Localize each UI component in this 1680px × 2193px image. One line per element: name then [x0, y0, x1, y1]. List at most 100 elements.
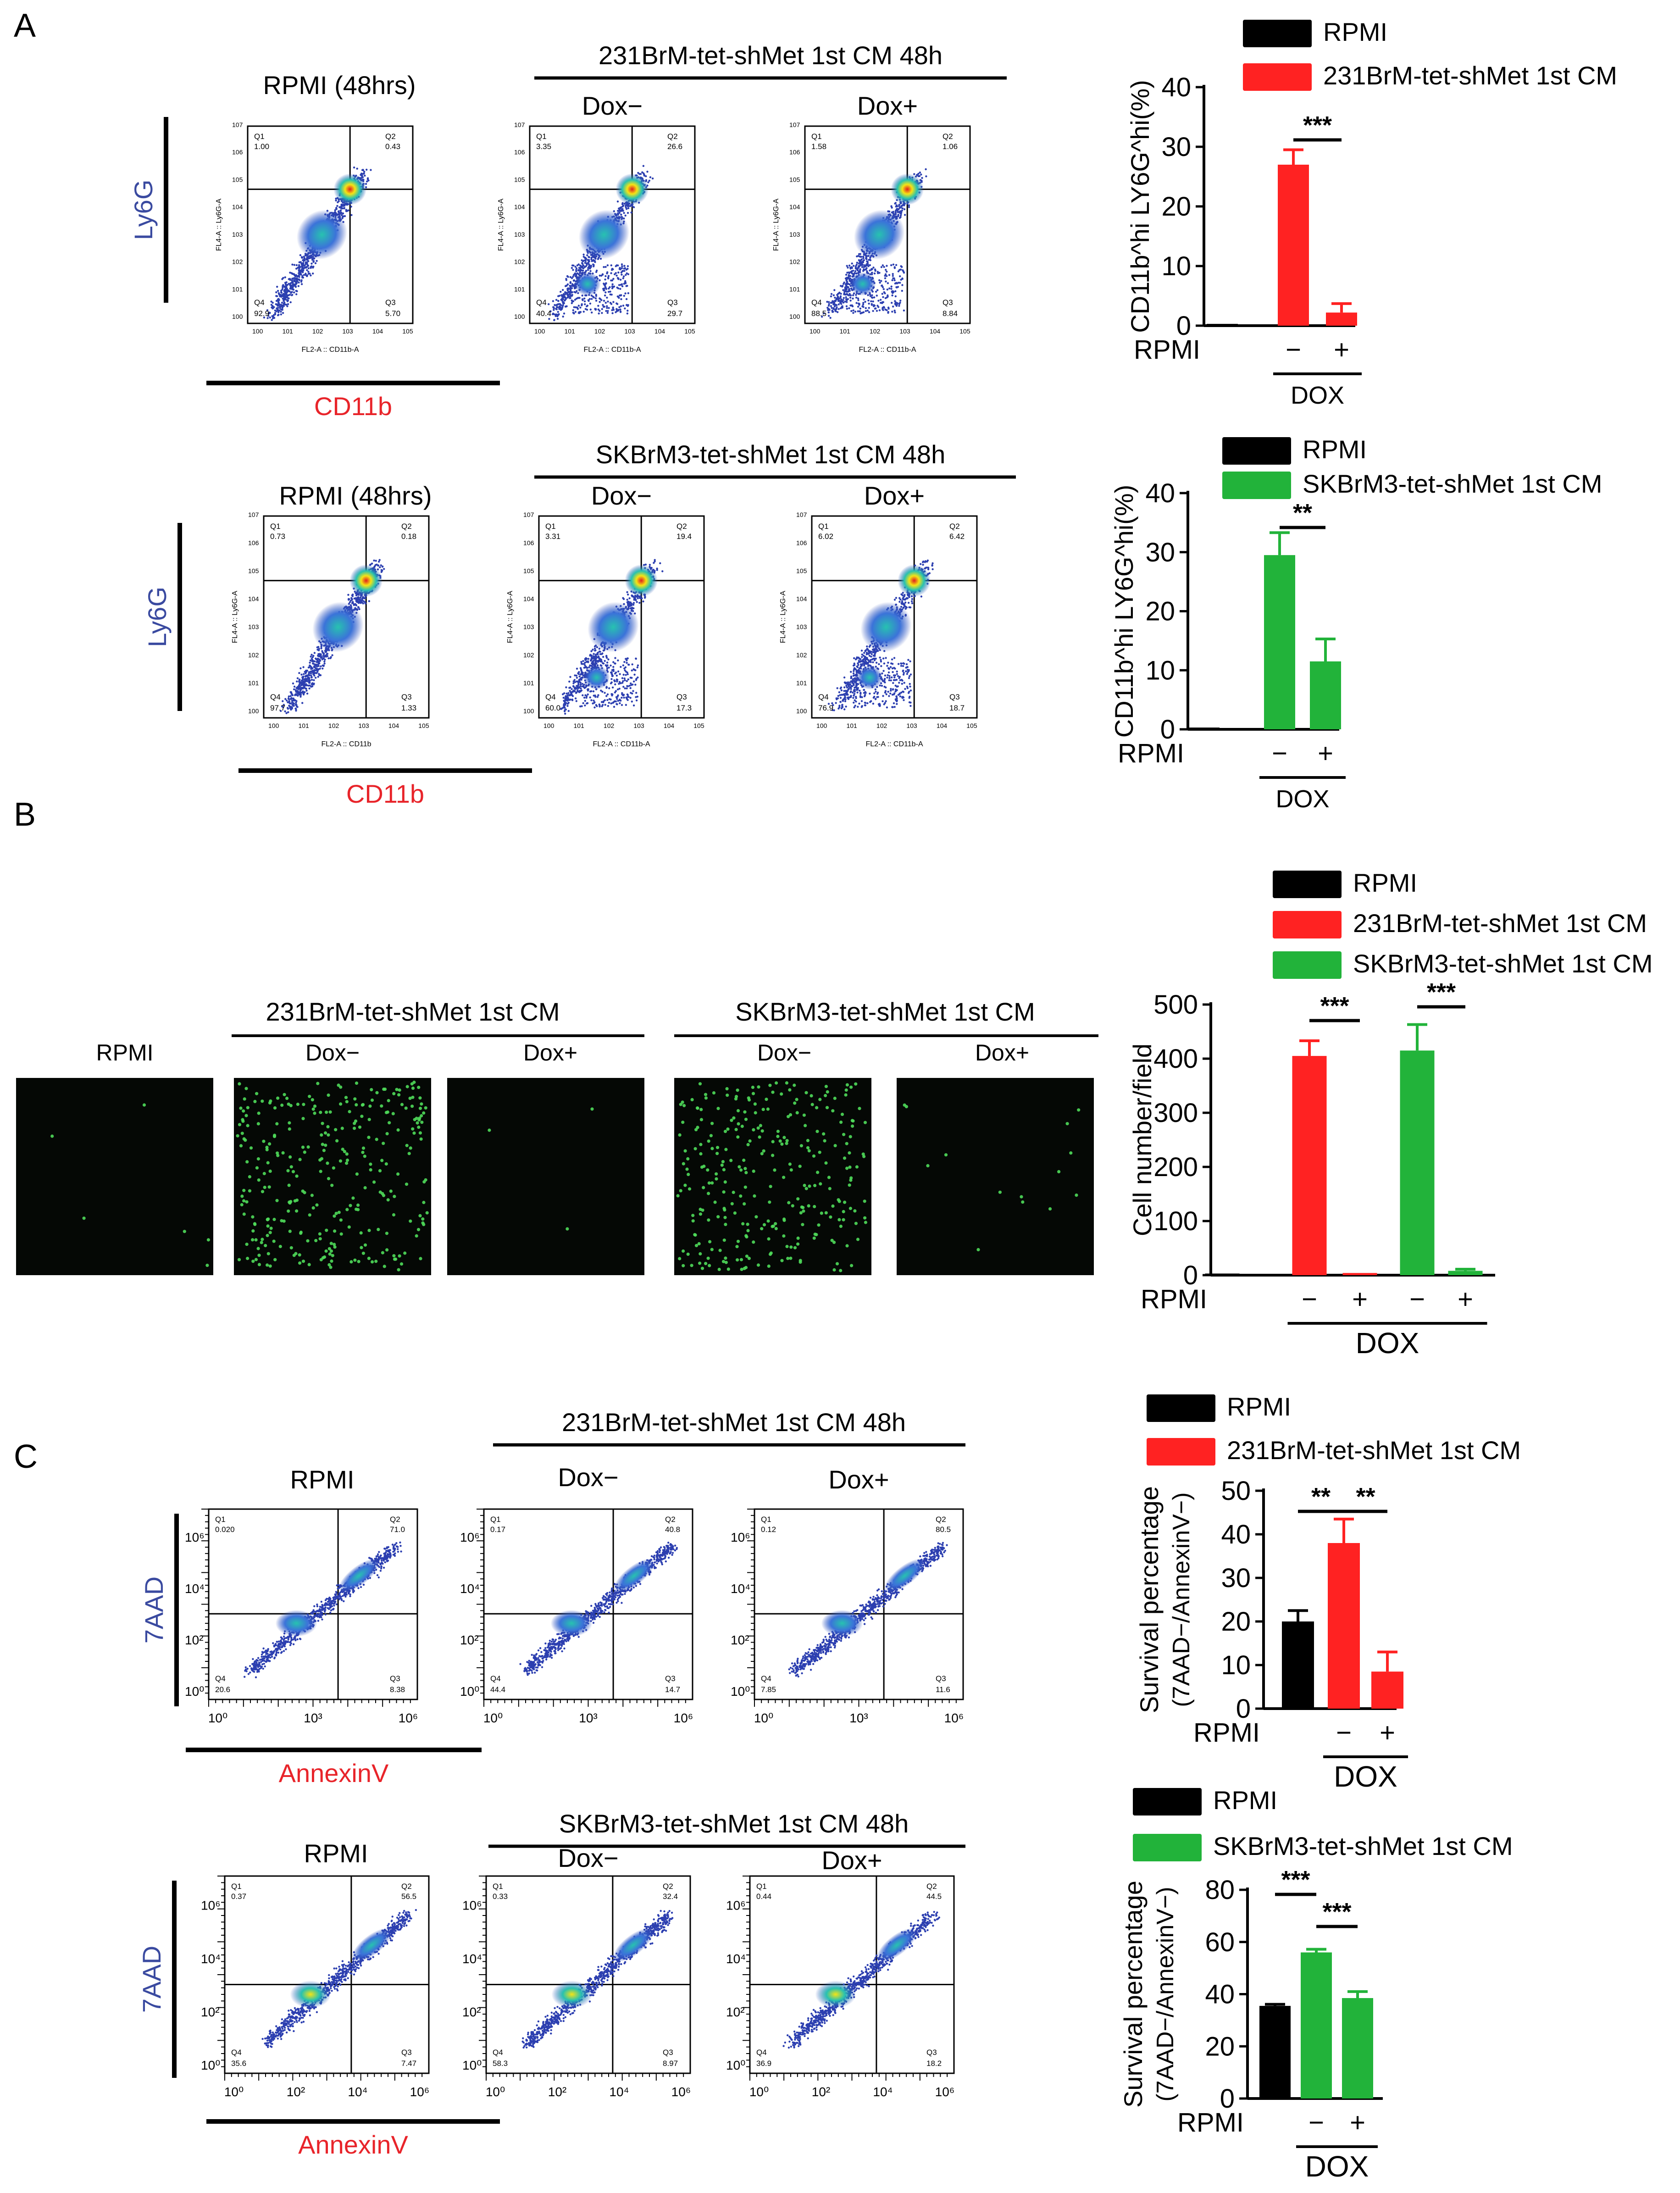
flow-dot	[269, 316, 271, 319]
flow-dot	[292, 702, 294, 704]
flow-dot	[284, 289, 286, 292]
flow-dot	[622, 305, 625, 307]
flow-dot	[582, 694, 584, 697]
flow-dot	[898, 205, 900, 207]
flow-dot	[578, 675, 581, 678]
flow-dot	[295, 293, 298, 295]
flow-dot	[280, 295, 283, 298]
density-region	[583, 665, 610, 690]
flow-dot	[899, 282, 901, 284]
flow-dot	[562, 697, 565, 699]
flow-dot	[892, 305, 894, 308]
flow-dot	[651, 177, 654, 180]
flow-dot	[862, 306, 865, 308]
flow-dot	[588, 298, 591, 300]
flow-dot	[832, 311, 834, 313]
flow-dot	[576, 667, 578, 670]
y-tick-label: 107	[523, 511, 534, 518]
flow-dot	[632, 683, 634, 686]
plot-title: Dox−	[582, 91, 643, 120]
flow-dot	[585, 696, 588, 699]
quadrant-q1-label: Q1	[536, 132, 547, 141]
flow-dot	[289, 695, 292, 697]
y-tick-label: 104	[523, 595, 534, 603]
flow-plot: Q13.31Q219.4Q460.0Q317.31001001011011021…	[506, 511, 705, 748]
flow-dot	[610, 303, 613, 305]
flow-dot	[564, 712, 566, 715]
flow-dot	[615, 265, 617, 267]
flow-dot	[302, 684, 305, 686]
flow-dot	[288, 294, 291, 296]
flow-dot	[894, 300, 896, 302]
flow-dot	[903, 309, 905, 312]
flow-dot	[313, 652, 316, 654]
flow-dot	[306, 275, 308, 278]
flow-dot	[593, 647, 596, 650]
flow-dot	[340, 207, 342, 209]
x-axis-label: CD11b	[314, 392, 392, 421]
flow-dot	[582, 311, 585, 313]
flow-dot	[587, 269, 589, 271]
flow-dot	[370, 169, 372, 171]
flow-dot	[302, 692, 304, 694]
flow-dot	[300, 281, 303, 283]
flow-dot	[316, 260, 318, 262]
flow-dot	[850, 271, 853, 273]
flow-dot	[626, 599, 628, 601]
x-tick-label: 101	[298, 722, 309, 729]
flow-dot	[592, 649, 594, 651]
flow-dot	[904, 214, 906, 216]
flow-dot	[303, 680, 305, 683]
flow-dot	[614, 680, 616, 683]
flow-dot	[286, 700, 288, 702]
flow-dot	[592, 660, 594, 662]
flow-dot	[582, 253, 585, 256]
flow-dot	[894, 295, 897, 298]
flow-dot	[303, 257, 305, 259]
flow-dot	[362, 172, 365, 175]
flow-dot	[612, 668, 615, 671]
flow-dot	[855, 265, 857, 267]
flow-dot	[564, 706, 566, 709]
flow-dot	[624, 292, 627, 294]
flow-dot	[287, 711, 289, 713]
flow-dot	[595, 300, 598, 302]
flow-dot	[594, 694, 596, 697]
flow-dot	[879, 299, 882, 301]
flow-dot	[312, 266, 315, 268]
flow-dot	[552, 300, 554, 302]
flow-dot	[310, 654, 313, 656]
flow-dot	[886, 706, 888, 709]
flow-dot	[580, 669, 582, 672]
flow-dot	[584, 308, 587, 310]
flow-dot	[315, 664, 317, 667]
y-tick-label: 101	[514, 285, 525, 293]
flow-dot	[894, 290, 897, 293]
flow-dot	[563, 703, 565, 706]
flow-dot	[568, 680, 571, 683]
flow-dot	[306, 684, 308, 687]
y-tick-label: 104	[789, 203, 800, 211]
quadrant-q3-label: Q3	[676, 693, 687, 701]
flow-plot: Q11.58Q21.06Q488.5Q38.841001001011011021…	[772, 121, 971, 354]
flow-dot	[839, 687, 842, 690]
x-tick-label: 101	[282, 328, 293, 335]
flow-dot	[893, 279, 896, 282]
flow-dot	[626, 304, 628, 306]
flow-dot	[582, 269, 584, 272]
flow-dot	[567, 701, 570, 704]
flow-dot	[895, 286, 898, 289]
flow-dot	[297, 275, 299, 278]
flow-dot	[618, 683, 620, 685]
flow-dot	[859, 693, 862, 695]
flow-dot	[314, 262, 317, 264]
flow-dot	[599, 658, 602, 661]
flow-dot	[632, 690, 634, 692]
flow-dot	[637, 172, 639, 174]
flow-dot	[887, 294, 889, 297]
flow-dot	[834, 300, 837, 302]
flow-dot	[838, 705, 841, 707]
flow-dot	[604, 291, 607, 294]
quadrant-q3-label: Q3	[943, 298, 953, 307]
flow-dot	[881, 284, 883, 287]
